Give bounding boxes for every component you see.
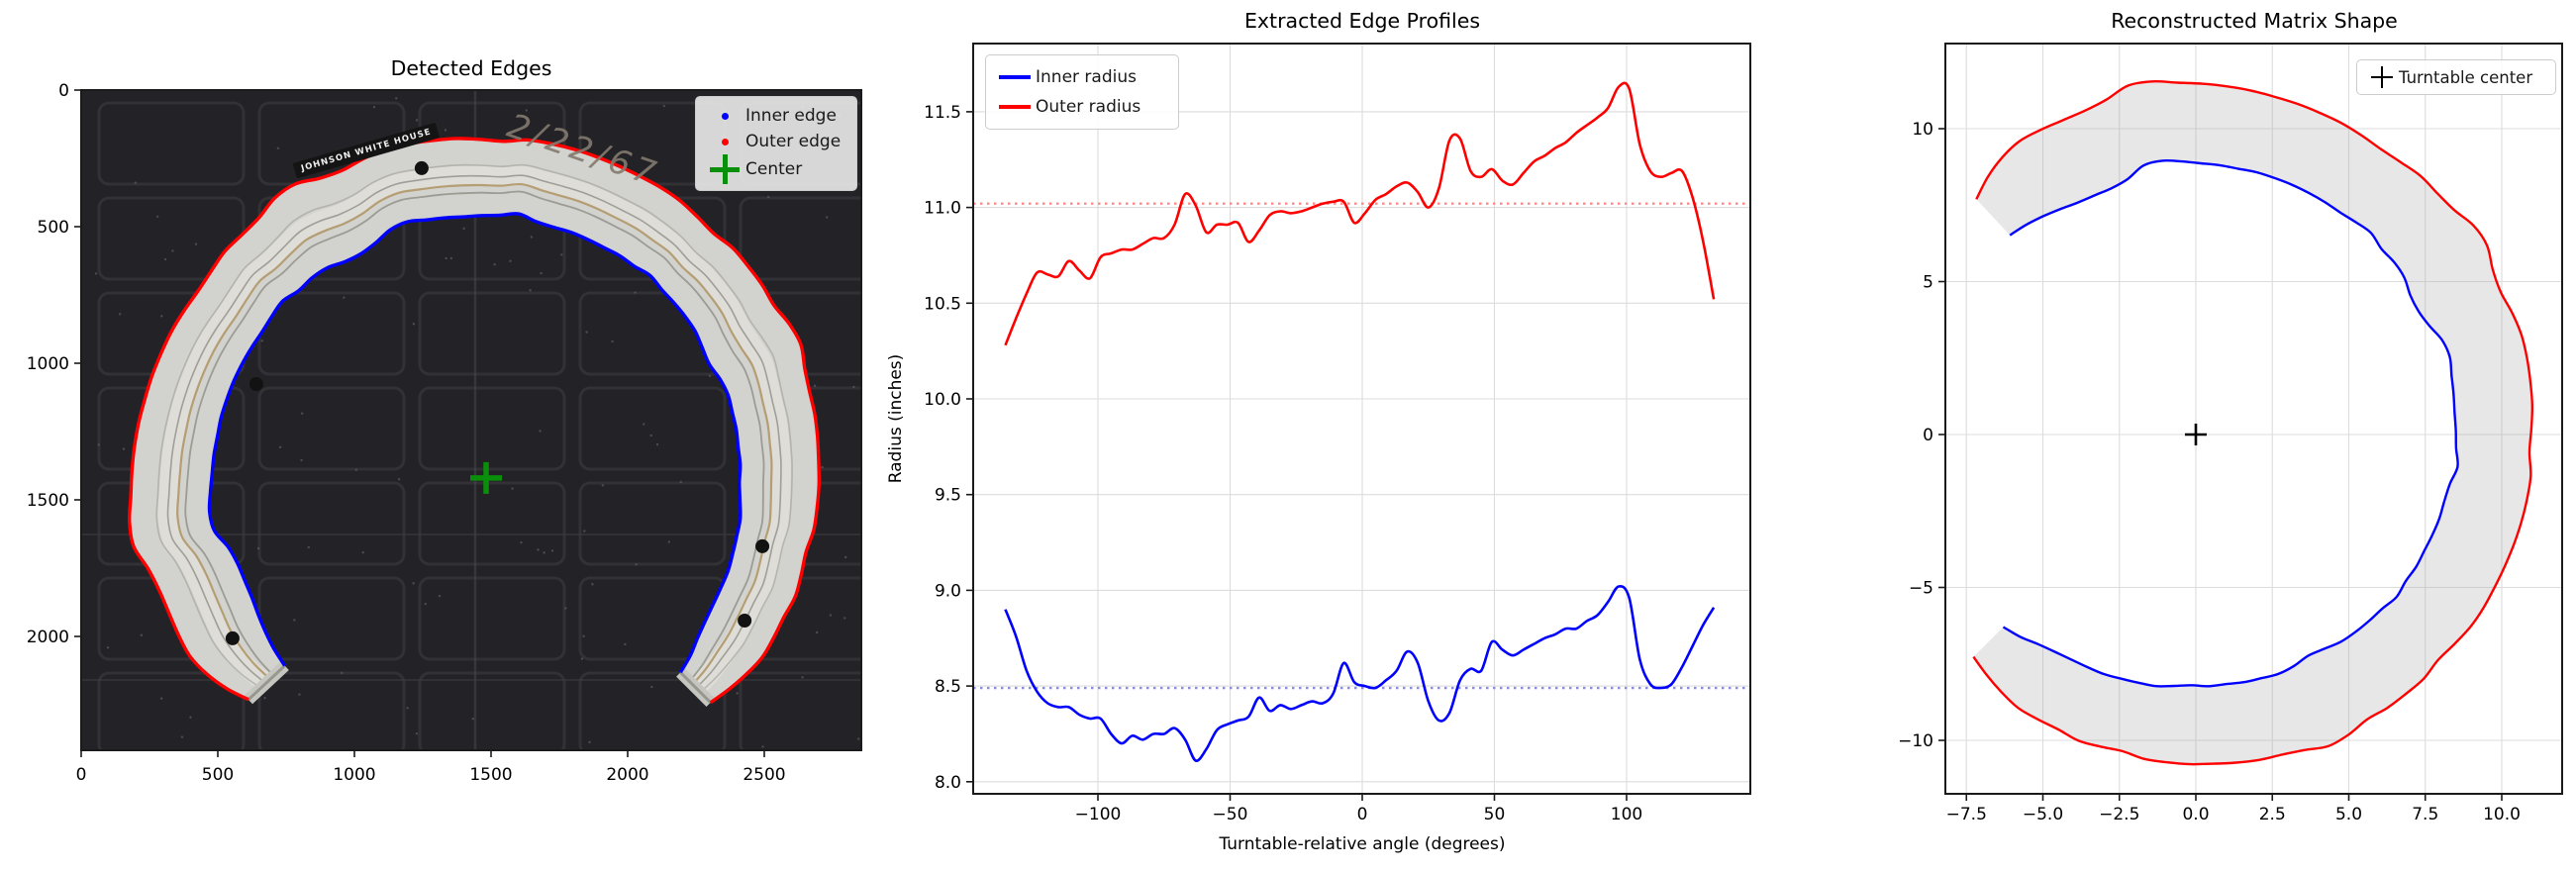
- y-tick-label: 0: [58, 81, 69, 101]
- x-tick-label: 1000: [333, 765, 375, 785]
- y-tick-label: 1500: [27, 491, 69, 511]
- y-tick-label: 1000: [27, 354, 69, 374]
- inner-edge-dot-icon: [704, 112, 745, 120]
- x-tick-label: −100: [1075, 805, 1122, 824]
- y-tick-label: 11.0: [924, 199, 961, 219]
- hole: [225, 630, 240, 645]
- outer-radius-curve: [1004, 81, 1716, 346]
- x-tick-label: 500: [202, 765, 234, 785]
- x-tick-label: 2500: [743, 765, 785, 785]
- hole: [248, 376, 263, 391]
- x-tick-label: 50: [1484, 805, 1506, 824]
- y-tick-label: −10: [1898, 731, 1933, 751]
- edge-profiles-title: Extracted Edge Profiles: [1243, 9, 1481, 33]
- x-tick-label: −5.0: [2023, 805, 2063, 824]
- x-tick-label: 0.0: [2182, 805, 2209, 824]
- outer-edge-dot-icon: [704, 138, 745, 145]
- turntable-center-plus-icon: [2365, 66, 2399, 88]
- y-tick-label: 8.0: [935, 773, 961, 793]
- y-tick-label: 11.5: [924, 103, 961, 123]
- y-tick-label: 8.5: [935, 677, 961, 697]
- y-tick-label: 9.5: [935, 486, 961, 506]
- panel-reconstructed-shape: −7.5 −5.0 −2.5 0.0 2.5 5.0 7.5 10.0 −10 −5 0 5 10: [1898, 43, 2563, 824]
- x-tick-label: 2000: [606, 765, 648, 785]
- inner-radius-line-icon: [994, 75, 1036, 79]
- x-tick-label: 100: [1611, 805, 1642, 824]
- inner-contour: [2002, 158, 2459, 688]
- center-plus-icon: [704, 154, 745, 184]
- outer-contour: [1972, 79, 2534, 766]
- legend-item-outer-edge: Outer edge: [704, 129, 844, 154]
- inner-edge-trace: [207, 212, 743, 674]
- y-tick-label: 0: [1923, 426, 1933, 445]
- x-tick-label: 2.5: [2259, 805, 2286, 824]
- x-tick-label: 0: [1357, 805, 1368, 824]
- legend-item-center: Center: [704, 154, 844, 184]
- y-tick-label: 500: [38, 218, 69, 238]
- profiles-ylabel: Radius (inches): [886, 353, 906, 484]
- panel-edge-profiles: −100 −50 0 50 100 8.0 8.5 9.0 9.5 10.0 10.5 11.0 11.…: [924, 43, 1751, 824]
- detected-edges-title: Detected Edges: [390, 56, 552, 80]
- y-tick-label: 2000: [27, 628, 69, 647]
- profiles-xlabel: Turntable-relative angle (degrees): [1219, 834, 1506, 854]
- x-tick-label: 7.5: [2412, 805, 2438, 824]
- hole: [755, 538, 770, 553]
- hole: [414, 160, 429, 175]
- x-tick-label: −50: [1213, 805, 1248, 824]
- y-tick-label: 5: [1923, 273, 1933, 293]
- y-tick-label: 10.5: [924, 294, 961, 314]
- legend-item-turntable-center: Turntable center: [2365, 66, 2543, 88]
- hole: [738, 613, 752, 628]
- reconstructed-title: Reconstructed Matrix Shape: [2111, 9, 2398, 33]
- legend-item-outer-radius: Outer radius: [994, 92, 1166, 122]
- x-tick-label: 1500: [469, 765, 512, 785]
- photo-image: [81, 90, 861, 750]
- x-tick-label: 0: [76, 765, 87, 785]
- y-tick-label: 9.0: [935, 581, 961, 601]
- matrix-ring: [129, 138, 820, 703]
- axes-spines: [1944, 43, 2563, 795]
- profiles-legend: Inner radius Outer radius: [985, 54, 1179, 130]
- legend-item-inner-radius: Inner radius: [994, 62, 1166, 92]
- detected-edges-legend: Inner edge Outer edge Center: [695, 96, 857, 191]
- x-tick-label: −7.5: [1946, 805, 1987, 824]
- outer-radius-line-icon: [994, 105, 1036, 109]
- x-tick-label: −2.5: [2099, 805, 2139, 824]
- y-tick-label: 10.0: [924, 390, 961, 410]
- reconstructed-legend: Turntable center: [2356, 59, 2556, 95]
- panel-detected-edges: 0 500 1000 1500 2000 2500 0 500 1000 1500 2000: [27, 81, 862, 785]
- x-tick-label: 10.0: [2483, 805, 2521, 824]
- y-tick-label: −5: [1909, 579, 1933, 599]
- matrix-band-fill: [1973, 81, 2532, 765]
- legend-item-inner-edge: Inner edge: [704, 103, 844, 129]
- inner-radius-curve: [1004, 585, 1716, 762]
- axes-spines: [80, 89, 862, 751]
- x-tick-label: 5.0: [2335, 805, 2362, 824]
- outer-edge-trace: [127, 137, 822, 705]
- y-tick-label: 10: [1912, 120, 1933, 140]
